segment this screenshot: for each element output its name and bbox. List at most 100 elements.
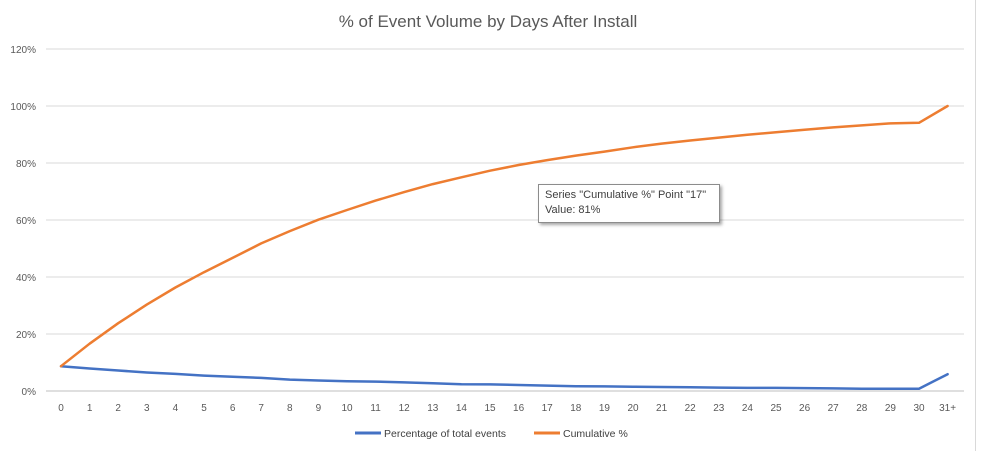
tooltip-value-line: Value: 81%: [545, 204, 601, 216]
data-point: [374, 380, 378, 384]
data-point: [259, 241, 263, 245]
data-point: [888, 387, 892, 391]
data-point: [59, 364, 63, 368]
chart-title: % of Event Volume by Days After Install: [339, 12, 638, 31]
data-point: [946, 104, 950, 108]
data-point: [602, 384, 606, 388]
data-point: [803, 386, 807, 390]
data-point: [717, 386, 721, 390]
data-point: [631, 145, 635, 149]
y-tick-label: 100%: [10, 102, 36, 113]
y-tick-label: 80%: [16, 159, 36, 170]
data-point: [145, 303, 149, 307]
x-tick-label: 21: [656, 403, 668, 414]
data-point: [202, 374, 206, 378]
x-tick-label: 22: [685, 403, 697, 414]
x-tick-label: 23: [713, 403, 725, 414]
data-point: [660, 142, 664, 146]
data-point: [688, 138, 692, 142]
series-line-percentage[interactable]: [59, 364, 949, 390]
data-point: [173, 372, 177, 376]
data-point: [231, 256, 235, 260]
data-point: [660, 385, 664, 389]
data-point: [517, 383, 521, 387]
data-point: [888, 121, 892, 125]
data-point: [374, 199, 378, 203]
y-tick-label: 0%: [22, 387, 37, 398]
data-point: [745, 133, 749, 137]
data-point: [631, 385, 635, 389]
data-point: [116, 368, 120, 372]
data-point: [774, 386, 778, 390]
x-tick-label: 2: [115, 403, 121, 414]
data-point: [545, 158, 549, 162]
x-tick-label: 11: [370, 403, 381, 414]
legend[interactable]: Percentage of total events Cumulative %: [355, 428, 628, 440]
y-tick-label: 60%: [16, 216, 36, 227]
x-tick-label: 4: [173, 403, 179, 414]
data-point: [116, 321, 120, 325]
data-point: [517, 163, 521, 167]
x-tick-label: 20: [627, 403, 639, 414]
x-tick-label: 31+: [939, 403, 956, 414]
data-point: [402, 190, 406, 194]
tooltip-series-line: Series "Cumulative %" Point "17": [545, 189, 707, 201]
data-point: [688, 385, 692, 389]
data-point: [231, 375, 235, 379]
data-point: [831, 125, 835, 129]
data-point: [288, 378, 292, 382]
data-point: [145, 370, 149, 374]
data-point: [745, 386, 749, 390]
gridlines: [46, 48, 964, 392]
data-point: [345, 379, 349, 383]
data-point: [803, 128, 807, 132]
x-tick-label: 18: [570, 403, 582, 414]
data-point: [602, 150, 606, 154]
data-point: [316, 218, 320, 222]
data-point: [459, 175, 463, 179]
x-tick-label: 14: [456, 403, 468, 414]
data-point: [545, 384, 549, 388]
data-point: [345, 208, 349, 212]
x-tick-label: 12: [399, 403, 411, 414]
series-lines[interactable]: [59, 104, 950, 391]
x-tick-label: 8: [287, 403, 293, 414]
data-point: [488, 382, 492, 386]
x-tick-label: 9: [316, 403, 322, 414]
x-tick-label: 17: [542, 403, 554, 414]
data-point: [259, 376, 263, 380]
x-tick-label: 3: [144, 403, 150, 414]
data-point: [488, 169, 492, 173]
legend-label-percentage[interactable]: Percentage of total events: [384, 428, 506, 440]
x-axis-ticks: 0 1 2 3 4 5 6 7 8 9 10 11 12 13 14 15 16 17 18 19 20 21 22 23 24…: [58, 403, 956, 414]
y-tick-label: 20%: [16, 330, 36, 341]
x-tick-label: 7: [258, 403, 264, 414]
data-point: [917, 387, 921, 391]
y-axis-ticks: 0% 20% 40% 60% 80% 100% 120%: [10, 45, 36, 398]
data-point: [316, 378, 320, 382]
series-line-cumulative[interactable]: [59, 104, 949, 368]
data-point: [774, 130, 778, 134]
x-tick-label: 25: [770, 403, 782, 414]
x-tick-label: 24: [742, 403, 754, 414]
x-tick-label: 26: [799, 403, 811, 414]
x-tick-label: 30: [913, 403, 925, 414]
x-tick-label: 13: [427, 403, 439, 414]
data-point: [860, 123, 864, 127]
data-point: [946, 372, 950, 376]
data-point: [917, 121, 921, 125]
data-point: [459, 382, 463, 386]
window-edge: [975, 0, 982, 451]
data-point: [288, 229, 292, 233]
data-point: [88, 342, 92, 346]
x-tick-label: 1: [87, 403, 93, 414]
x-tick-label: 29: [885, 403, 897, 414]
data-point: [860, 387, 864, 391]
data-point: [431, 381, 435, 385]
data-point: [574, 154, 578, 158]
x-tick-label: 15: [484, 403, 496, 414]
legend-label-cumulative[interactable]: Cumulative %: [563, 428, 628, 440]
x-tick-label: 16: [513, 403, 525, 414]
